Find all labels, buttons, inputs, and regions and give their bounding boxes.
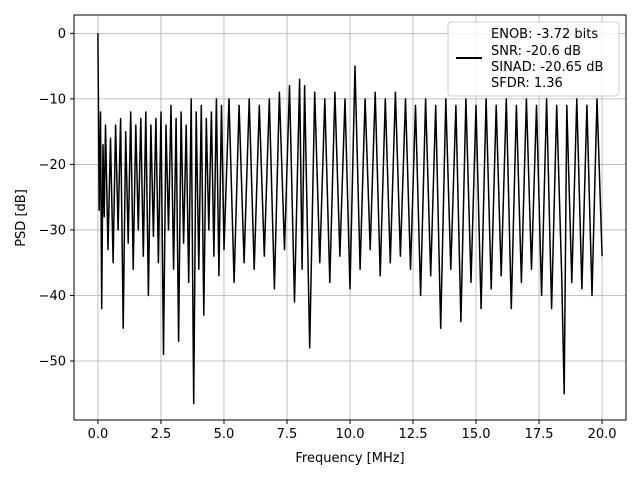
y-tick-label: −40 [39,289,66,304]
legend-entry-snr: SNR: -20.6 dB [491,44,581,59]
y-tick-label: −50 [39,355,66,370]
x-tick-label: 7.5 [277,427,298,442]
x-tick-label: 2.5 [151,427,172,442]
x-tick-label: 0.0 [88,427,109,442]
y-tick-label: −10 [39,92,66,107]
series-line-0 [97,33,603,405]
y-tick-label: −30 [39,223,66,238]
legend-entry-sinad: SINAD: -20.65 dB [491,60,603,75]
legend-box [447,21,620,97]
series-layer [97,33,603,405]
x-tick-label: 10.0 [336,427,365,442]
x-tick-label: 12.5 [399,427,428,442]
y-axis-ticks: 0 −10 −20 −30 −40 −50 [39,27,74,370]
x-tick-label: 5.0 [214,427,235,442]
y-tick-label: 0 [58,27,66,42]
y-axis-label: PSD [dB] [14,189,29,247]
legend-entry-sfdr: SFDR: 1.36 [491,76,563,91]
x-axis-label: Frequency [MHz] [295,451,404,466]
x-tick-label: 17.5 [525,427,554,442]
x-axis-ticks: 0.0 2.5 5.0 7.5 10.0 12.5 15.0 17.5 20.0 [88,420,617,442]
x-tick-label: 15.0 [462,427,491,442]
legend: ENOB: -3.72 bits SNR: -20.6 dB SINAD: -2… [447,21,620,97]
y-tick-label: −20 [39,158,66,173]
legend-entry-enob: ENOB: -3.72 bits [491,27,598,42]
x-tick-label: 20.0 [588,427,617,442]
